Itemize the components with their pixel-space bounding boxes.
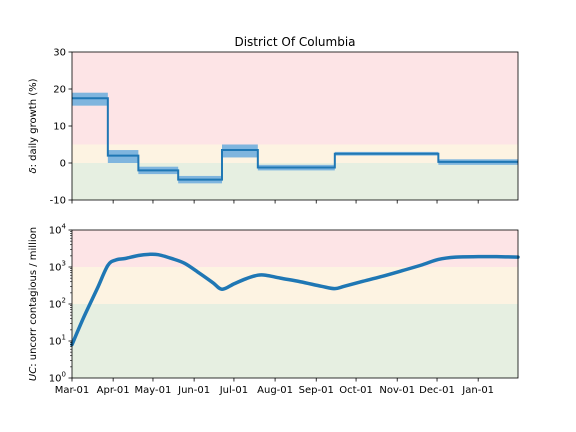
contagious-y-axis-label: UC: uncorr contagious / million <box>28 227 39 381</box>
growth-y-tick-label-3: 20 <box>53 85 66 96</box>
contagious-y-axis-label-symbol: UC <box>28 367 39 381</box>
x-tick-label-3: Jun-01 <box>177 385 210 396</box>
chart-title: District Of Columbia <box>234 35 355 49</box>
x-tick-label-10: Jan-01 <box>461 385 494 396</box>
x-tick-label-5: Aug-01 <box>257 385 293 396</box>
x-tick-label-0: Mar-01 <box>55 385 90 396</box>
x-tick-label-1: Apr-01 <box>97 385 130 396</box>
contagious-zone-1 <box>72 267 518 304</box>
growth-y-tick-label-4: 30 <box>53 48 66 59</box>
x-tick-label-7: Oct-01 <box>339 385 373 396</box>
contagious-y-ticks: 100 101 102 103 104 <box>49 223 72 385</box>
contagious-y-tick-label-2: 102 <box>49 297 66 311</box>
growth-y-tick-label-1: 0 <box>60 159 66 170</box>
contagious-y-tick-label-4: 104 <box>49 223 67 237</box>
contagious-y-axis-label-text: : uncorr contagious / million <box>28 227 39 367</box>
growth-plot: -10 0 10 20 30 District Of Columbia δ: daily… <box>28 35 518 207</box>
x-tick-label-9: Dec-01 <box>419 385 455 396</box>
growth-y-axis-label: δ: daily growth (%) <box>28 78 39 173</box>
contagious-zone-2 <box>72 304 518 378</box>
growth-y-tick-label-0: -10 <box>50 196 66 207</box>
growth-x-ticks <box>72 200 478 204</box>
x-tick-label-2: May-01 <box>135 385 172 396</box>
contagious-zones <box>72 230 518 378</box>
contagious-y-tick-label-1: 101 <box>49 334 66 348</box>
contagious-y-tick-label-3: 103 <box>49 260 66 274</box>
growth-zones <box>72 52 518 200</box>
growth-y-tick-label-2: 10 <box>53 122 66 133</box>
x-tick-label-6: Sep-01 <box>299 385 334 396</box>
x-tick-label-8: Nov-01 <box>379 385 415 396</box>
growth-y-axis-label-text: : daily growth (%) <box>28 78 39 167</box>
contagious-y-tick-label-0: 100 <box>49 371 66 385</box>
x-tick-label-4: Jul-01 <box>219 385 248 396</box>
growth-zone-0 <box>72 52 518 145</box>
contagious-zone-0 <box>72 230 518 267</box>
growth-y-ticks: -10 0 10 20 30 <box>50 48 72 207</box>
contagious-x-ticks: Mar-01 Apr-01 May-01 Jun-01 Jul-01 Aug-01 Sep-… <box>55 378 494 396</box>
contagious-plot: 100 101 102 103 104 Mar-01 Apr-01 May-01 Jun-01… <box>28 223 518 397</box>
